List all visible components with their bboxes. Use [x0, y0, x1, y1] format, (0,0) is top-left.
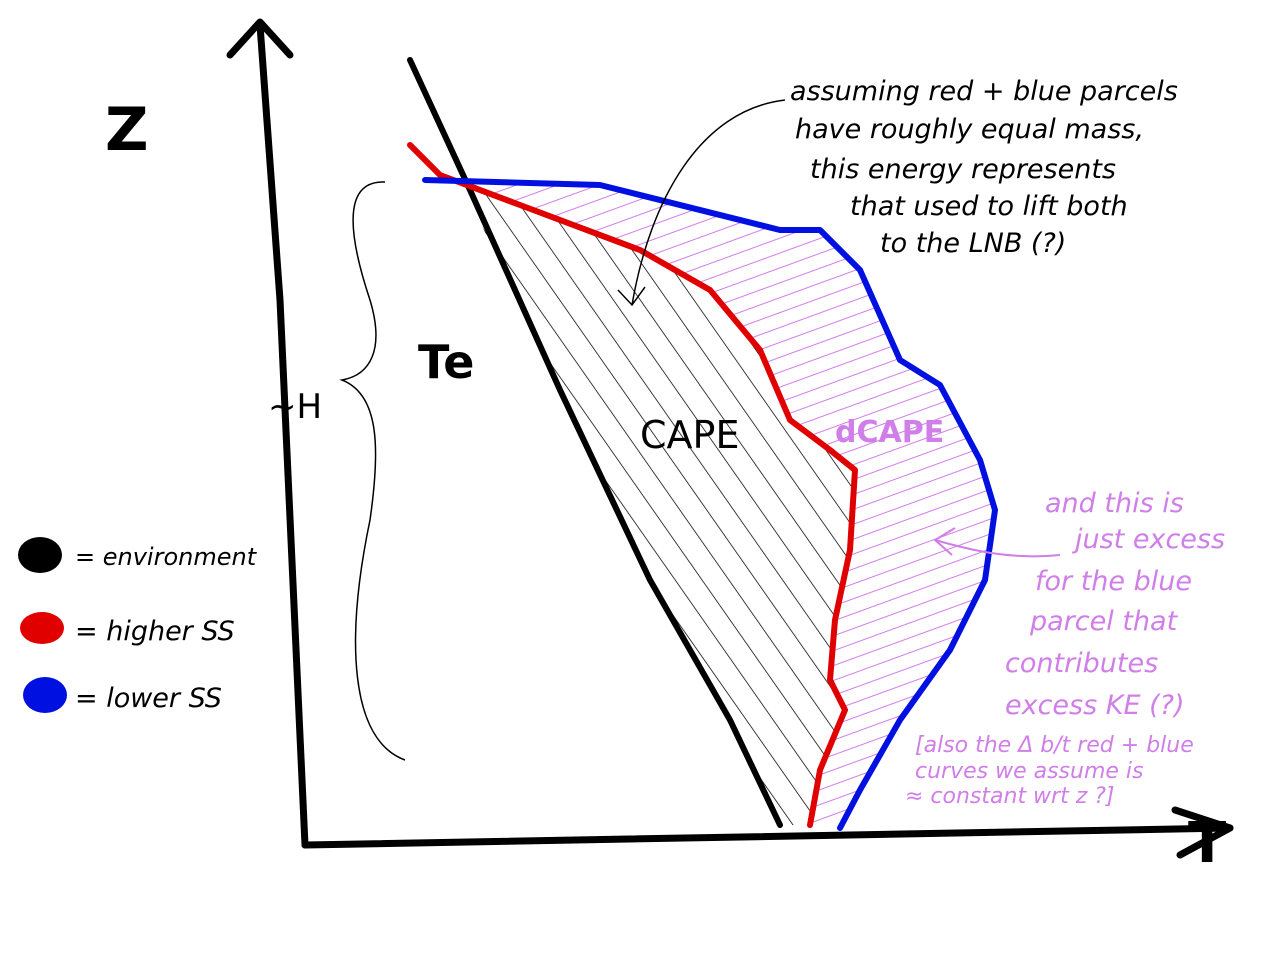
note-line: parcel that	[1029, 606, 1179, 637]
annotation-bracket: [also the Δ b/t red + blue curves we ass…	[905, 733, 1194, 809]
note-line: contributes	[1005, 648, 1158, 679]
note-line: have roughly equal mass,	[795, 114, 1144, 145]
note-line: ≈ constant wrt z ?]	[905, 784, 1115, 809]
note-line: [also the Δ b/t red + blue	[915, 733, 1194, 758]
cape-arrow	[617, 99, 786, 307]
dcape-label: dCAPE	[835, 415, 944, 450]
note-line: to the LNB (?)	[880, 228, 1066, 259]
legend-label: = higher SS	[75, 616, 235, 647]
red-curve	[407, 142, 858, 828]
note-line: and this is	[1045, 488, 1184, 519]
note-line: curves we assume is	[915, 759, 1144, 784]
note-line: for the blue	[1035, 566, 1192, 597]
legend-label: = lower SS	[75, 683, 222, 714]
axes	[226, 18, 1234, 859]
note-line: that used to lift both	[850, 191, 1128, 222]
environment-curve	[407, 57, 783, 828]
dcape-hatch	[470, 185, 995, 828]
legend-swatch	[20, 612, 64, 644]
legend-label: = environment	[75, 543, 258, 571]
blue-curve	[422, 177, 998, 831]
legend-swatch	[18, 537, 62, 573]
annotation-black: assuming red + blue parcels have roughly…	[790, 76, 1178, 259]
annotation-pink: and this is just excess for the blue par…	[1005, 488, 1225, 721]
cape-label: CAPE	[640, 413, 739, 457]
note-line: this energy represents	[810, 154, 1116, 185]
te-label: Te	[418, 335, 474, 389]
note-line: assuming red + blue parcels	[790, 76, 1178, 107]
dcape-arrow	[933, 527, 1061, 558]
cape-hatch	[460, 180, 855, 825]
legend-swatch	[23, 677, 67, 713]
height-label: ~H	[268, 387, 322, 427]
height-brace	[339, 181, 406, 761]
y-axis-label: Z	[105, 95, 149, 165]
note-line: just excess	[1071, 524, 1225, 555]
x-axis-label: T	[1188, 811, 1226, 876]
note-line: excess KE (?)	[1005, 690, 1185, 721]
legend: = environment = higher SS = lower SS	[75, 543, 258, 714]
